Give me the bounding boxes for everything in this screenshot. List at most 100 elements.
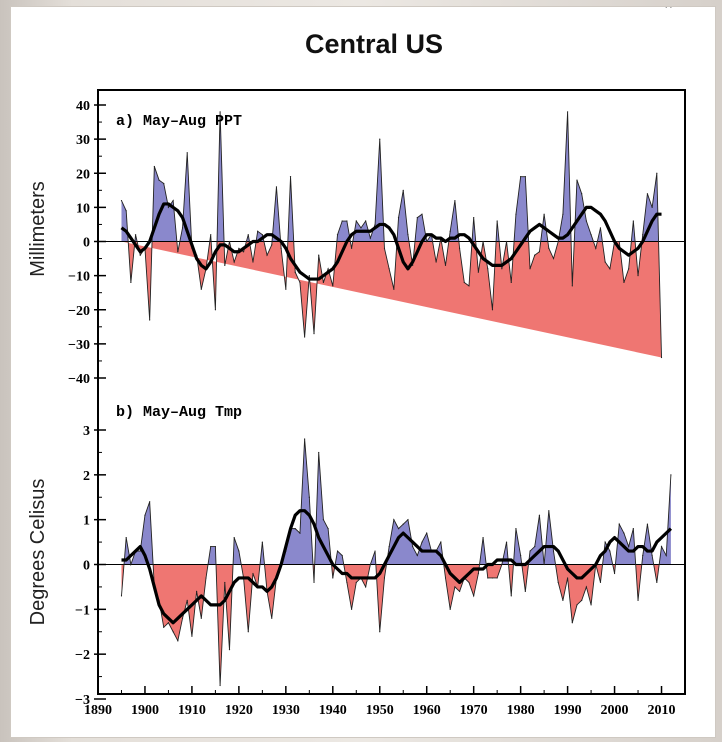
data-point — [167, 206, 170, 208]
data-point — [524, 176, 526, 178]
data-point — [139, 550, 141, 552]
data-point — [252, 572, 254, 575]
data-point — [365, 220, 367, 222]
data-point — [435, 261, 437, 263]
data-point — [383, 577, 386, 579]
data-point — [651, 554, 653, 557]
data-point — [623, 281, 625, 284]
data-point — [158, 179, 160, 181]
y-tick-label: 20 — [76, 167, 90, 182]
data-point — [177, 251, 179, 253]
data-point — [271, 617, 273, 619]
panel-1: −3 −2 −1 0 1 2 3 b) May–Aug Tmp Degrees Celisus — [27, 404, 685, 708]
data-point — [581, 599, 583, 601]
y-tick-label: 30 — [76, 133, 90, 148]
data-point — [210, 234, 212, 236]
data-point — [130, 563, 132, 566]
data-point — [144, 514, 146, 516]
data-point — [632, 220, 634, 222]
data-point — [576, 179, 578, 181]
data-point — [341, 220, 343, 222]
data-point — [510, 595, 512, 597]
data-point — [289, 176, 292, 178]
data-point — [609, 268, 611, 270]
data-point — [181, 617, 184, 619]
data-point — [374, 550, 376, 552]
data-point — [242, 251, 245, 253]
x-tick-label: 1990 — [554, 703, 582, 718]
data-point — [444, 577, 447, 579]
data-point — [665, 554, 667, 557]
y-tick-label: −10 — [68, 270, 90, 285]
data-point — [327, 528, 329, 530]
smoothed-series-line — [121, 509, 673, 625]
data-point — [463, 281, 465, 284]
data-point — [383, 247, 386, 249]
data-point — [656, 581, 658, 584]
data-point — [609, 550, 611, 552]
data-point — [332, 285, 334, 287]
data-point — [252, 261, 254, 263]
data-point — [214, 545, 216, 548]
data-point — [543, 563, 545, 566]
x-tick-label: 1960 — [413, 703, 441, 718]
data-point — [477, 572, 479, 575]
y-tick-label: 40 — [76, 99, 90, 114]
figure-card: Central US −40 −30 −20 −10 0 10 20 30 40 a) May–A… — [10, 6, 716, 738]
data-point — [299, 532, 301, 534]
data-point — [167, 622, 170, 624]
data-point — [233, 537, 235, 539]
data-point — [585, 220, 587, 222]
data-point — [538, 514, 541, 516]
data-point — [412, 545, 414, 548]
data-point — [416, 217, 418, 219]
data-point — [468, 285, 470, 287]
data-point — [275, 186, 278, 188]
data-point — [120, 199, 123, 202]
data-point — [567, 577, 569, 579]
data-point — [458, 247, 461, 249]
x-tick-label: 1950 — [366, 703, 394, 718]
data-point — [557, 240, 559, 243]
data-point — [548, 510, 550, 512]
x-tick-label: 2000 — [601, 703, 629, 718]
x-tick-label: 1930 — [272, 703, 300, 718]
y-tick-label: −30 — [68, 338, 90, 353]
data-point — [346, 220, 348, 222]
data-point — [365, 586, 367, 588]
data-point — [501, 268, 503, 270]
data-point — [449, 230, 451, 232]
data-point — [590, 604, 592, 606]
y-tick-label: 0 — [83, 236, 90, 251]
data-point — [360, 227, 362, 229]
raw-series-line — [121, 438, 672, 686]
data-point — [482, 240, 484, 243]
y-tick-label: 10 — [76, 201, 90, 216]
data-point — [618, 240, 620, 243]
data-point — [318, 254, 320, 256]
data-point — [599, 227, 602, 229]
x-tick-label: 1940 — [319, 703, 347, 718]
panel-label: b) May–Aug Tmp — [116, 404, 242, 421]
data-point — [214, 309, 216, 311]
data-point — [313, 333, 315, 335]
data-point — [660, 545, 663, 548]
data-point — [505, 541, 508, 543]
panel-0: −40 −30 −20 −10 0 10 20 30 40 a) May–Aug PPT Milli… — [27, 6, 685, 387]
data-point — [374, 223, 376, 226]
data-point — [322, 519, 325, 521]
data-point — [402, 189, 404, 191]
data-point — [379, 138, 381, 140]
data-point — [482, 537, 484, 539]
data-point — [670, 474, 672, 476]
data-point — [388, 545, 390, 548]
data-point — [219, 111, 221, 113]
positive-anomaly-fill — [121, 111, 659, 242]
data-point — [487, 268, 489, 270]
x-tick-label: 1900 — [131, 703, 159, 718]
data-point — [186, 152, 188, 154]
data-point — [313, 581, 315, 584]
y-tick-label: −1 — [75, 603, 90, 618]
data-point — [426, 532, 428, 534]
